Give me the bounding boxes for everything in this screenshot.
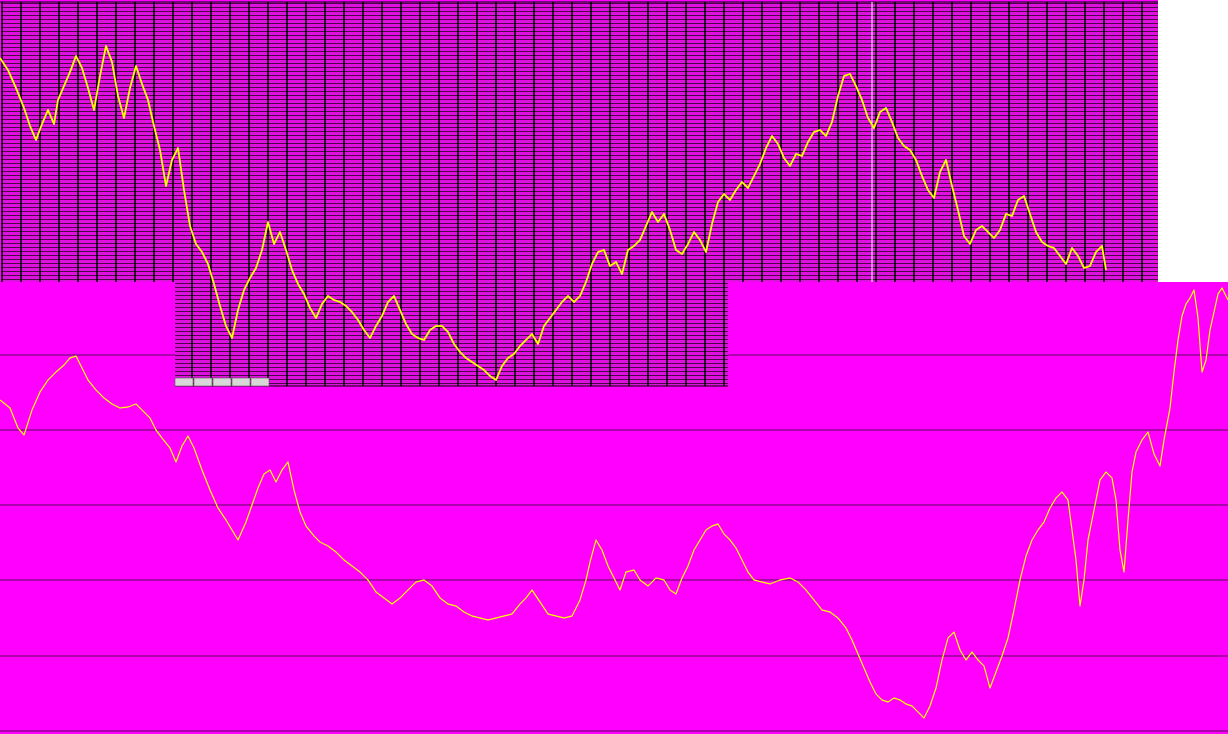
panel-block [175, 2, 272, 386]
small-tab-row [174, 377, 270, 387]
upper-series-line [0, 45, 1107, 381]
lower-series-line [0, 287, 1228, 719]
panel-block [272, 2, 728, 386]
small-tab [250, 377, 270, 387]
white-corner-area [1158, 0, 1228, 282]
panel-block [2, 2, 175, 282]
upper-panel-blocks [0, 1, 1158, 387]
series-layer [0, 45, 1228, 719]
small-tab [212, 377, 232, 387]
panel-block [728, 2, 1158, 282]
small-tab [231, 377, 251, 387]
small-tab [193, 377, 213, 387]
small-tab [174, 377, 194, 387]
